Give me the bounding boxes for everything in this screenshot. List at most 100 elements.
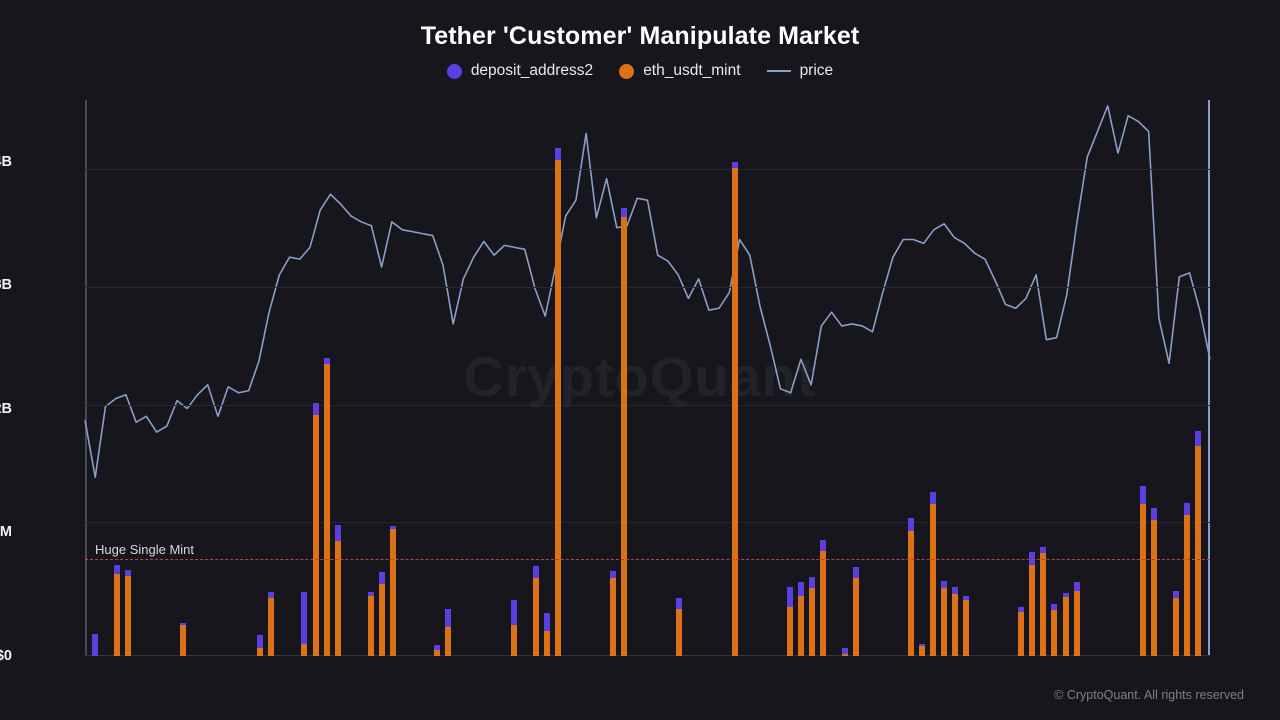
bar-eth-usdt-mint[interactable] [555,159,562,656]
bar-eth-usdt-mint[interactable] [125,575,131,656]
bar-deposit-address2[interactable] [1073,581,1080,592]
bar-deposit-address2[interactable] [919,643,926,646]
bar-deposit-address2[interactable] [797,581,804,597]
bar-deposit-address2[interactable] [301,592,308,644]
y-axis-left-line [85,100,87,656]
bar-deposit-address2[interactable] [257,635,264,648]
bar-eth-usdt-mint[interactable] [786,606,793,656]
bar-eth-usdt-mint[interactable] [511,625,518,656]
bar-deposit-address2[interactable] [1150,507,1157,521]
bar-eth-usdt-mint[interactable] [930,503,937,656]
bar-deposit-address2[interactable] [621,208,628,218]
bar-deposit-address2[interactable] [1040,546,1047,554]
legend-item-eth_usdt_mint[interactable]: eth_usdt_mint [619,62,741,80]
bar-eth-usdt-mint[interactable] [1139,503,1146,656]
huge-single-mint-threshold-line [85,559,1210,561]
bar-eth-usdt-mint[interactable] [808,588,815,656]
bar-deposit-address2[interactable] [444,608,451,628]
bar-eth-usdt-mint[interactable] [378,583,385,656]
bar-deposit-address2[interactable] [1051,603,1058,610]
bar-deposit-address2[interactable] [323,358,330,364]
bar-eth-usdt-mint[interactable] [963,600,970,656]
bar-eth-usdt-mint[interactable] [852,577,859,656]
bar-eth-usdt-mint[interactable] [367,596,374,656]
bar-deposit-address2[interactable] [555,148,562,160]
bar-eth-usdt-mint[interactable] [1172,598,1179,656]
bar-deposit-address2[interactable] [941,580,948,589]
bar-eth-usdt-mint[interactable] [1183,514,1190,656]
bar-deposit-address2[interactable] [378,571,385,584]
bar-deposit-address2[interactable] [113,565,120,574]
bar-eth-usdt-mint[interactable] [1150,520,1157,656]
huge-single-mint-label: Huge Single Mint [95,542,194,558]
bar-deposit-address2[interactable] [180,623,187,626]
bar-deposit-address2[interactable] [1018,606,1025,612]
bar-deposit-address2[interactable] [389,526,396,530]
bar-eth-usdt-mint[interactable] [941,588,948,656]
bar-eth-usdt-mint[interactable] [621,217,628,656]
bar-deposit-address2[interactable] [511,600,518,626]
bar-deposit-address2[interactable] [852,567,859,578]
bar-deposit-address2[interactable] [786,587,793,607]
bar-eth-usdt-mint[interactable] [952,594,959,656]
bar-eth-usdt-mint[interactable] [1051,609,1058,656]
bar-deposit-address2[interactable] [1172,591,1179,599]
bar-eth-usdt-mint[interactable] [797,596,804,656]
bar-eth-usdt-mint[interactable] [323,363,330,656]
bar-eth-usdt-mint[interactable] [301,643,308,656]
bar-deposit-address2[interactable] [125,569,131,576]
bar-eth-usdt-mint[interactable] [841,653,848,656]
plot-inner: Huge Single Mint [84,100,1211,656]
bar-eth-usdt-mint[interactable] [731,167,738,656]
bar-eth-usdt-mint[interactable] [819,550,826,656]
bar-deposit-address2[interactable] [334,525,341,541]
bar-deposit-address2[interactable] [841,647,848,654]
bar-eth-usdt-mint[interactable] [433,649,440,656]
bar-deposit-address2[interactable] [731,161,738,168]
bar-deposit-address2[interactable] [819,539,826,551]
bar-eth-usdt-mint[interactable] [257,647,264,656]
bar-deposit-address2[interactable] [610,570,617,578]
bar-deposit-address2[interactable] [433,644,440,650]
bar-eth-usdt-mint[interactable] [1194,445,1201,656]
bar-eth-usdt-mint[interactable] [1018,611,1025,656]
bar-eth-usdt-mint[interactable] [312,415,319,656]
legend-item-label: eth_usdt_mint [643,62,741,79]
bar-eth-usdt-mint[interactable] [676,608,683,656]
bar-deposit-address2[interactable] [1062,593,1069,598]
bar-deposit-address2[interactable] [1139,486,1146,504]
bar-deposit-address2[interactable] [963,596,970,601]
bar-deposit-address2[interactable] [268,592,275,599]
bar-eth-usdt-mint[interactable] [544,631,551,656]
legend-item-price[interactable]: price [766,62,833,80]
bar-eth-usdt-mint[interactable] [1040,553,1047,656]
legend-item-deposit_address2[interactable]: deposit_address2 [446,62,593,80]
bar-eth-usdt-mint[interactable] [908,531,915,656]
bar-eth-usdt-mint[interactable] [919,645,926,656]
bar-eth-usdt-mint[interactable] [113,573,120,656]
bar-deposit-address2[interactable] [533,566,540,578]
bar-eth-usdt-mint[interactable] [533,577,540,656]
bar-eth-usdt-mint[interactable] [389,529,396,656]
bar-deposit-address2[interactable] [91,634,98,656]
bar-eth-usdt-mint[interactable] [1029,565,1036,656]
bar-eth-usdt-mint[interactable] [268,598,275,656]
bar-deposit-address2[interactable] [1194,430,1201,446]
bar-deposit-address2[interactable] [908,518,915,532]
page-title: Tether 'Customer' Manipulate Market [420,22,860,50]
bar-deposit-address2[interactable] [952,587,959,595]
bar-eth-usdt-mint[interactable] [610,577,617,656]
bar-deposit-address2[interactable] [312,402,319,416]
bar-eth-usdt-mint[interactable] [1073,591,1080,656]
bar-eth-usdt-mint[interactable] [444,627,451,656]
bar-deposit-address2[interactable] [676,598,683,609]
bar-eth-usdt-mint[interactable] [180,625,187,656]
bar-deposit-address2[interactable] [1029,552,1036,566]
bar-eth-usdt-mint[interactable] [334,540,341,656]
bar-deposit-address2[interactable] [808,576,815,589]
bar-eth-usdt-mint[interactable] [1062,597,1069,656]
bar-deposit-address2[interactable] [544,612,551,632]
bar-deposit-address2[interactable] [1183,502,1190,515]
bar-deposit-address2[interactable] [367,592,374,597]
bar-deposit-address2[interactable] [930,492,937,504]
